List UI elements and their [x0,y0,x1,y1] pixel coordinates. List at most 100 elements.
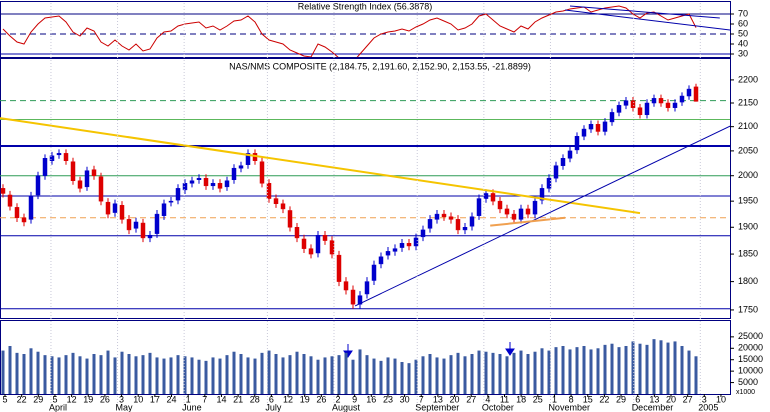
x-tick-label: 5 [2,394,7,404]
x-tick-label: 6 [269,394,274,404]
rsi-title: Relative Strength Index (56.3878) [298,1,433,11]
candle-body [126,219,132,231]
volume-bar [365,355,369,394]
volume-bar [99,355,103,394]
candle-body [385,251,391,256]
candle-body [308,248,314,255]
volume-bar [638,343,642,394]
x-tick-label: 19 [83,394,93,404]
candle-body [469,216,475,227]
candle-body [581,128,587,137]
volume-bar [687,350,691,394]
volume-bar [694,356,698,394]
volume-bar [463,356,467,394]
x-tick-label: 28 [250,394,260,404]
volume-bar [267,350,271,394]
candle-body [588,124,594,130]
candle-body [686,88,692,97]
x-month-label: December [632,402,674,412]
candle-body [189,180,195,184]
candle-body [273,198,279,204]
candle-body [0,188,6,194]
volume-bar [589,349,593,394]
volume-bar [253,358,257,394]
y-tick-label: 60 [738,18,748,28]
candle-body [406,243,412,247]
volume-bar [134,356,138,394]
volume-bar [330,356,334,394]
candle-body [392,248,398,252]
volume-bar [148,352,152,394]
y-tick-label: 2200 [738,74,758,84]
volume-bar [680,346,684,394]
volume-bar [274,354,278,394]
candle-body [63,153,69,161]
y-tick-label: 70 [738,8,748,18]
x-month-label: August [332,402,361,412]
candle-body [511,213,517,220]
candle-body [497,200,503,210]
volume-bar [610,343,614,394]
y-tick-label: 50 [738,28,748,38]
candle-body [532,200,538,215]
candle-body [679,95,685,103]
candle-body [609,112,615,123]
x-month-label: September [415,402,459,412]
x-tick-label: 24 [166,394,176,404]
volume-bar [435,357,439,394]
candle-body [602,121,608,132]
candle-body [427,219,433,229]
trend-line [0,117,641,215]
volume-bar [540,348,544,394]
volume-bar [456,352,460,394]
plot-area [0,5,730,57]
volume-bar [85,358,89,394]
volume-bar [519,350,523,394]
candle-body [490,193,496,202]
candle-body [322,234,328,241]
candle-body [413,237,419,247]
volume-bar [190,357,194,394]
arrows [343,342,515,358]
candle-body [483,193,489,199]
volume-unit: x1000 [736,389,755,396]
candle-body [56,153,62,156]
volume-bar [337,355,341,394]
candle-body [637,107,643,116]
candle-body [420,229,426,238]
x-tick-label: 1 [186,394,191,404]
candle-body [455,219,461,231]
volume-bar [183,356,187,394]
candle-body [217,183,223,189]
volume-bar [225,355,229,394]
candle-body [651,98,657,104]
y-tick-label: 2050 [738,145,758,155]
volume-bar [414,359,418,394]
x-tick-label: 5 [52,394,57,404]
volume-bar [141,355,145,394]
x-tick-label: 7 [202,394,207,404]
x-tick-label: 10 [133,394,143,404]
candle-body [294,227,300,239]
volume-bar [666,342,670,394]
volume-bar [393,358,397,394]
candle-body [175,188,181,201]
trend-line [490,216,566,227]
candle-body [623,100,629,106]
x-tick-label: 13 [433,394,443,404]
candle-body [399,243,405,248]
volume-bar [15,352,19,394]
candle-body [343,281,349,291]
volume-bar [295,351,299,394]
plot-area [0,83,730,310]
volume-bar [92,354,96,394]
candle-body [364,281,370,295]
y-tick-label: 30 [738,48,748,58]
x-month-label: April [49,402,67,412]
trend-line [354,125,730,307]
volume-bar [113,357,117,394]
volume-bar [169,357,173,394]
x-month-label: June [182,402,202,412]
volume-bar [106,350,110,394]
